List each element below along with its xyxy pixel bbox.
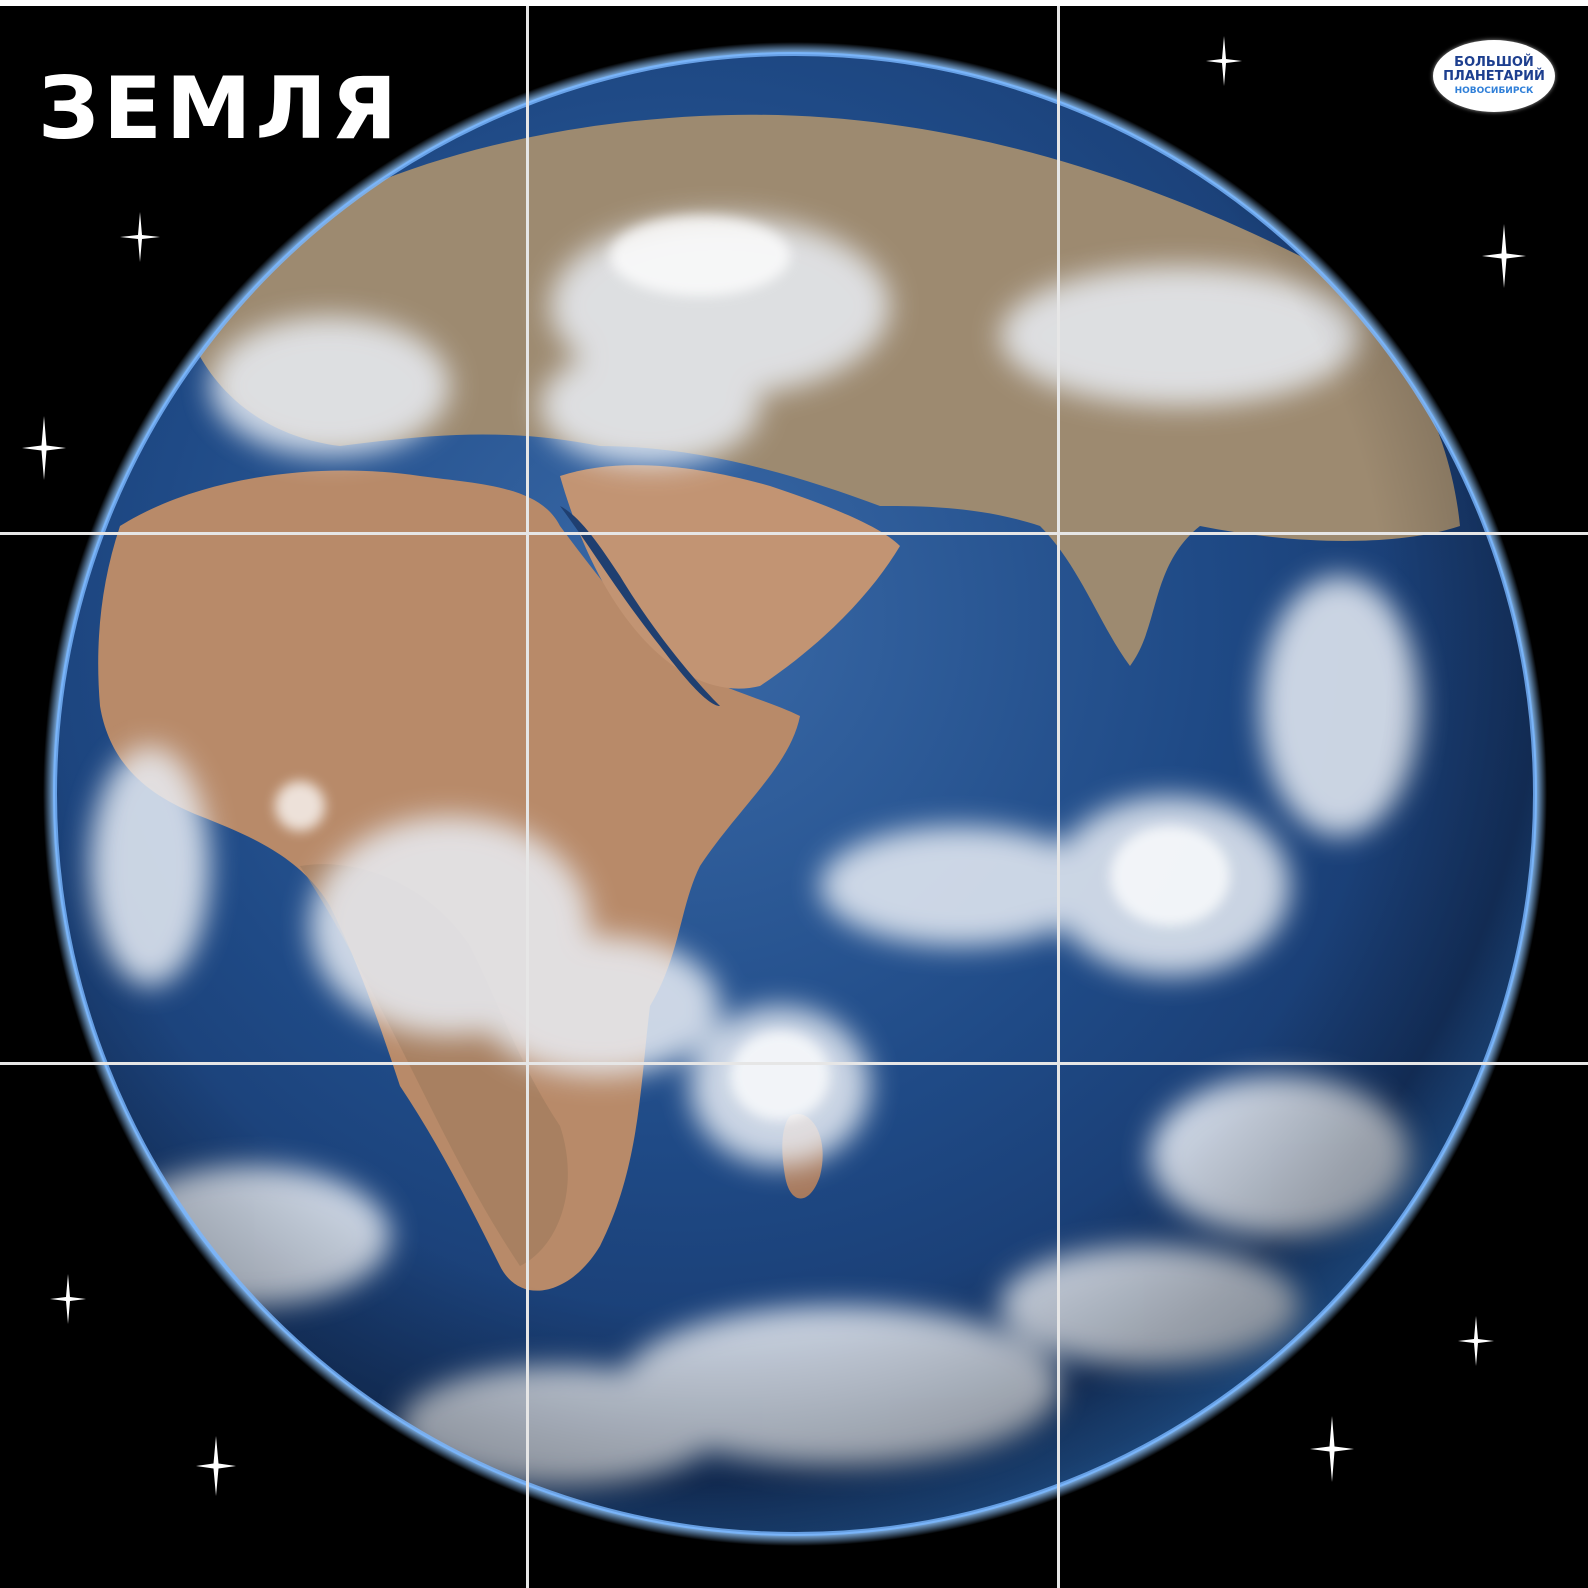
- page-title: ЗЕМЛЯ: [38, 59, 402, 159]
- star-icon: [1206, 36, 1242, 86]
- grid-line-horizontal-2: [0, 1062, 1588, 1065]
- planetarium-logo: БОЛЬШОЙ ПЛАНЕТАРИЙ НОВОСИБИРСК: [1433, 40, 1555, 112]
- star-icon: [1310, 1416, 1354, 1482]
- star-icon: [1458, 1316, 1494, 1366]
- star-icon: [22, 416, 66, 480]
- star-icon: [50, 1274, 86, 1324]
- logo-text-line3: НОВОСИБИРСК: [1454, 85, 1534, 96]
- logo-text-line1: БОЛЬШОЙ: [1454, 54, 1534, 70]
- grid-line-vertical-1: [526, 6, 529, 1588]
- star-icon: [120, 212, 160, 262]
- grid-line-horizontal-1: [0, 532, 1588, 535]
- grid-line-vertical-2: [1057, 6, 1060, 1588]
- star-icon: [196, 1436, 236, 1496]
- star-icon: [1482, 224, 1526, 288]
- earth-globe-image: [43, 42, 1547, 1546]
- earth-scene: ЗЕМЛЯ БОЛЬШОЙ ПЛАНЕТАРИЙ НОВОСИБИРСК: [0, 6, 1588, 1588]
- logo-text-line2: ПЛАНЕТАРИЙ: [1443, 68, 1545, 84]
